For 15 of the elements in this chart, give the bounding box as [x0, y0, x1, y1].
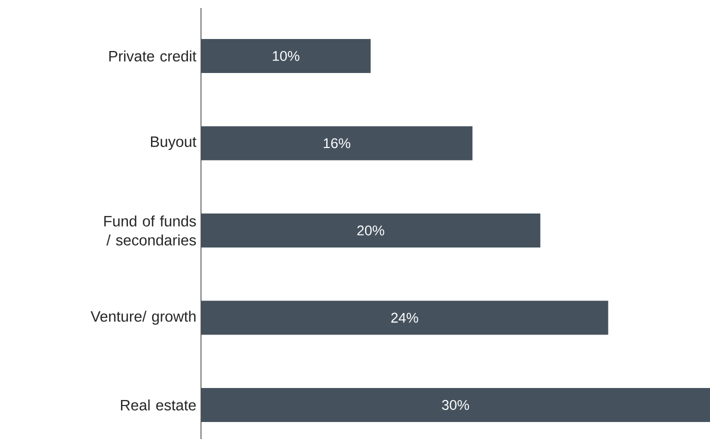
y-tick-label: Buyout — [151, 136, 196, 150]
y-tick-label: Real estate — [120, 399, 196, 410]
y-tick-label: Venture/ growth — [90, 310, 196, 325]
data-label: 10% — [272, 51, 300, 61]
y-tick-label: Fund of funds / secondaries — [104, 215, 196, 246]
data-label: 16% — [324, 138, 350, 148]
y-tick-label: Private credit — [109, 50, 196, 62]
bar — [201, 213, 540, 248]
bar — [201, 388, 710, 422]
data-label: 24% — [391, 312, 418, 323]
bar — [201, 126, 472, 160]
bar — [201, 300, 608, 335]
data-label: 20% — [357, 226, 384, 236]
bar — [201, 38, 371, 73]
data-label: 30% — [442, 400, 470, 410]
